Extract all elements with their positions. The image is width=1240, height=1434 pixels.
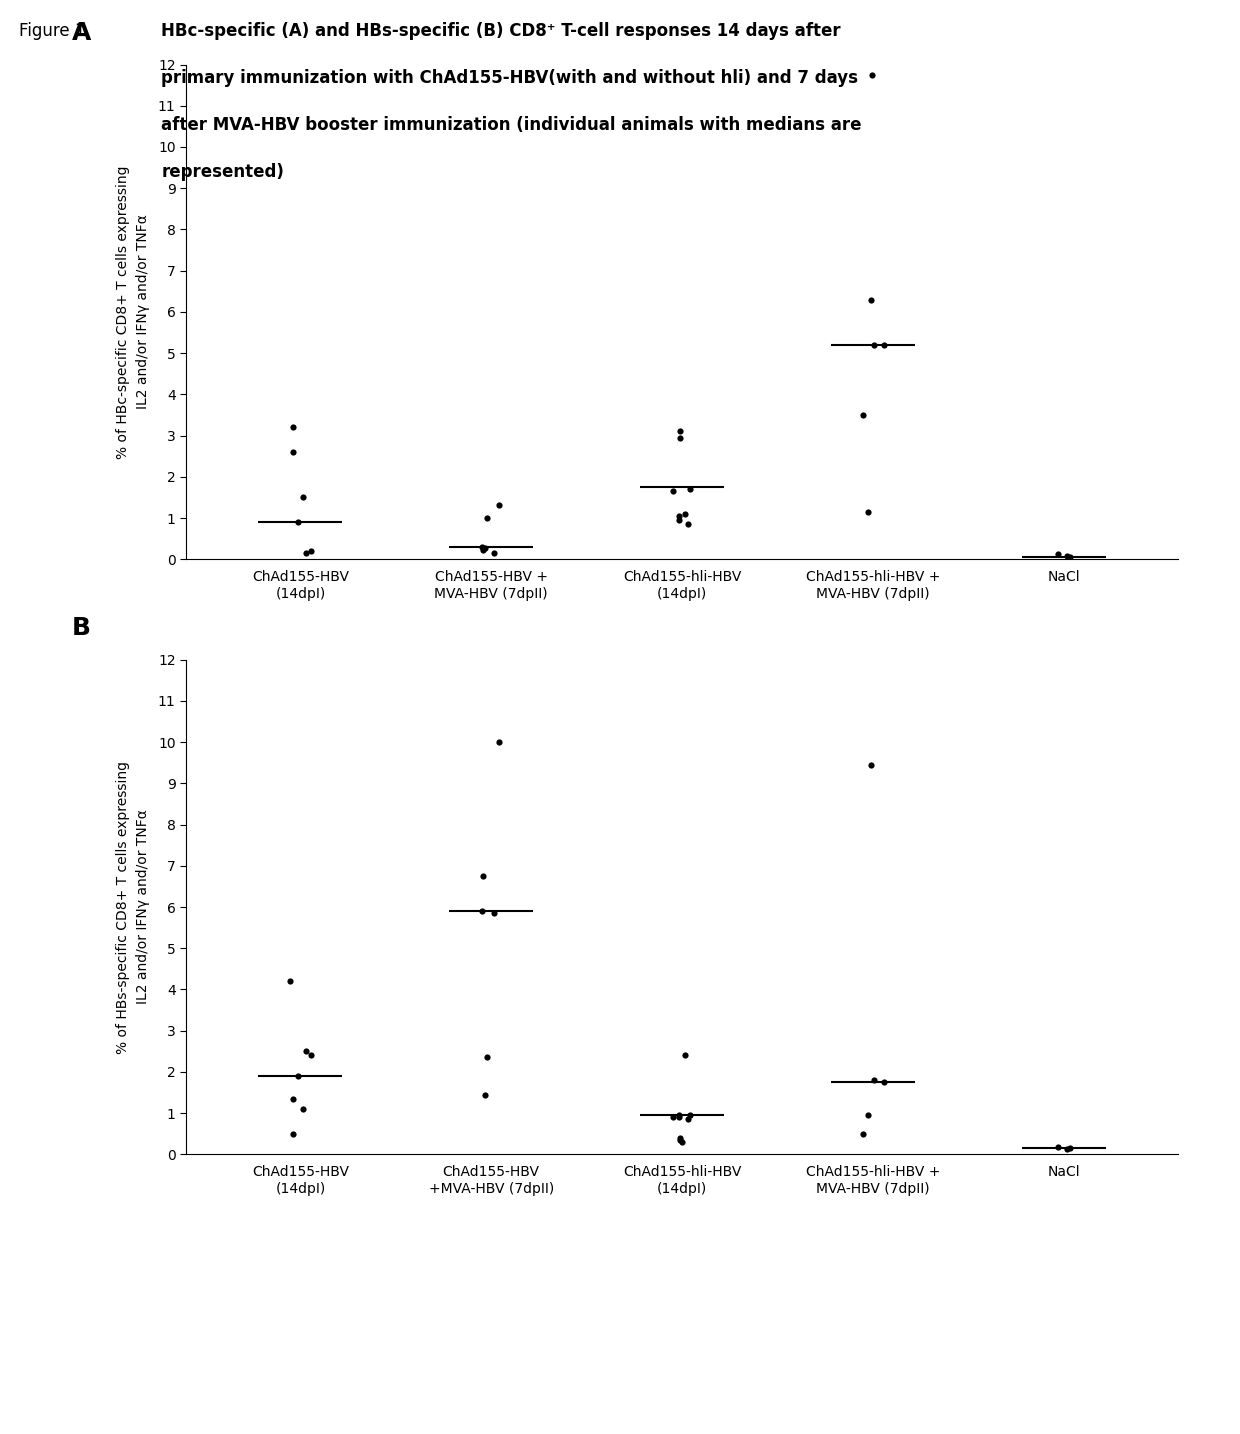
Text: primary immunization with ChAd155-HBV(with and without hli) and 7 days: primary immunization with ChAd155-HBV(wi…: [161, 69, 858, 87]
Point: [472, 539, 492, 562]
Point: [490, 493, 510, 516]
Point: [668, 505, 688, 528]
Point: [280, 969, 300, 992]
Point: [283, 1087, 303, 1110]
Point: [675, 1044, 694, 1067]
Point: [668, 509, 688, 532]
Point: [293, 1097, 312, 1120]
Point: [670, 1127, 689, 1150]
Point: [678, 513, 698, 536]
Text: represented): represented): [161, 163, 284, 182]
Point: [874, 334, 894, 357]
Point: [1060, 546, 1080, 569]
Text: after MVA-HBV booster immunization (individual animals with medians are: after MVA-HBV booster immunization (indi…: [161, 116, 862, 135]
Point: [490, 731, 510, 754]
Point: [1048, 543, 1068, 566]
Point: [475, 1083, 495, 1106]
Point: [1060, 1137, 1080, 1160]
Point: [296, 1040, 316, 1063]
Text: A: A: [72, 20, 92, 44]
Point: [477, 506, 497, 529]
Text: HBc-specific (A) and HBs-specific (B) CD8⁺ T-cell responses 14 days after: HBc-specific (A) and HBs-specific (B) CD…: [161, 22, 841, 40]
Point: [670, 426, 689, 449]
Text: B: B: [72, 615, 91, 640]
Point: [874, 1071, 894, 1094]
Point: [853, 403, 873, 426]
Point: [678, 1108, 698, 1131]
Point: [675, 502, 694, 525]
Point: [680, 1104, 699, 1127]
Point: [475, 536, 495, 559]
Point: [472, 865, 492, 888]
Point: [680, 478, 699, 500]
Point: [663, 480, 683, 503]
Point: [663, 1106, 683, 1129]
Point: [472, 899, 492, 922]
Point: [1056, 545, 1076, 568]
Point: [670, 420, 689, 443]
Point: [864, 1068, 884, 1091]
Point: [283, 440, 303, 463]
Point: [484, 542, 503, 565]
Y-axis label: % of HBs-specific CD8+ T cells expressing
IL2 and/or IFNγ and/or TNFα: % of HBs-specific CD8+ T cells expressin…: [117, 760, 150, 1054]
Point: [858, 500, 878, 523]
Point: [668, 1104, 688, 1127]
Point: [862, 753, 882, 776]
Point: [288, 511, 308, 533]
Point: [853, 1123, 873, 1146]
Point: [301, 539, 321, 562]
Point: [283, 1123, 303, 1146]
Point: [1056, 1139, 1076, 1162]
Point: [472, 535, 492, 558]
Y-axis label: % of HBc-specific CD8+ T cells expressing
IL2 and/or IFNγ and/or TNFα: % of HBc-specific CD8+ T cells expressin…: [117, 165, 150, 459]
Text: Figure 1: Figure 1: [19, 22, 86, 40]
Point: [862, 63, 882, 86]
Point: [668, 1106, 688, 1129]
Point: [672, 1130, 692, 1153]
Point: [670, 1129, 689, 1152]
Point: [1048, 1136, 1068, 1159]
Point: [858, 1104, 878, 1127]
Point: [283, 416, 303, 439]
Point: [862, 288, 882, 311]
Point: [864, 334, 884, 357]
Point: [484, 902, 503, 925]
Point: [301, 1044, 321, 1067]
Point: [296, 542, 316, 565]
Point: [293, 486, 312, 509]
Point: [288, 1064, 308, 1087]
Point: [477, 1045, 497, 1068]
